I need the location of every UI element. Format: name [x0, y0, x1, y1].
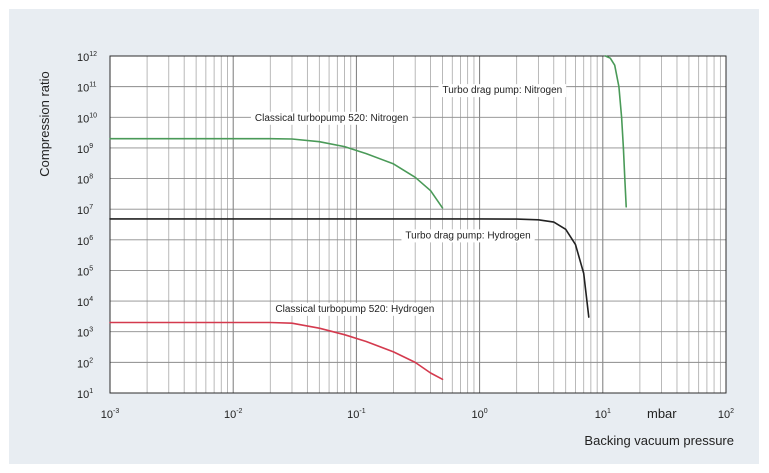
- y-tick-label: 1012: [77, 51, 97, 64]
- series-line-1: [109, 137, 444, 209]
- series-label-background: [438, 84, 567, 98]
- x-tick-label: 102: [718, 408, 734, 421]
- x-tick-label: 10-2: [224, 408, 243, 421]
- y-tick-label: 104: [77, 296, 93, 309]
- x-tick-label: 10-3: [101, 408, 120, 421]
- y-tick-label: 105: [77, 265, 93, 278]
- series-line-4: [109, 218, 590, 318]
- series-line-3: [604, 55, 627, 208]
- series-label-2: Classical turbopump 520: Hydrogen: [275, 304, 434, 315]
- y-tick-label: 103: [77, 327, 93, 340]
- y-tick-label: 1010: [77, 112, 97, 125]
- y-tick-label: 109: [77, 143, 93, 156]
- y-tick-label: 102: [77, 357, 93, 370]
- x-tick-labels: 10-3 10-2 10-1 100 101 102: [101, 408, 734, 421]
- chart-panel: Classical turbopump 520: Nitrogen Classic…: [9, 9, 759, 464]
- x-unit-label: mbar: [647, 406, 677, 421]
- x-tick-label: 101: [595, 408, 611, 421]
- y-tick-labels: 101 102 103 104 105 106 107 108 109 1010 1011 1012: [77, 51, 97, 401]
- compression-ratio-chart: Classical turbopump 520: Nitrogen Classic…: [37, 51, 734, 448]
- y-tick-label: 106: [77, 235, 93, 248]
- series-labels: Classical turbopump 520: Nitrogen Classic…: [250, 84, 567, 316]
- x-tick-label: 10-1: [347, 408, 366, 421]
- series-label-background: [250, 111, 413, 125]
- y-tick-label: 1011: [77, 82, 97, 95]
- plot-area: [110, 56, 726, 393]
- x-tick-label: 100: [472, 408, 488, 421]
- series-group: [109, 55, 627, 381]
- plot-frame: [109, 55, 727, 394]
- series-label-1: Classical turbopump 520: Nitrogen: [255, 113, 408, 124]
- y-tick-label: 108: [77, 174, 93, 187]
- y-axis-title: Compression ratio: [37, 71, 52, 177]
- series-label-background: [401, 229, 535, 243]
- series-label-4: Turbo drag pump: Hydrogen: [405, 230, 530, 241]
- x-axis-title: Backing vacuum pressure: [584, 433, 734, 448]
- y-tick-label: 107: [77, 204, 93, 217]
- series-label-3: Turbo drag pump: Nitrogen: [443, 85, 563, 96]
- y-tick-label: 101: [77, 388, 93, 401]
- series-label-background: [271, 302, 439, 316]
- series-line-2: [109, 321, 444, 381]
